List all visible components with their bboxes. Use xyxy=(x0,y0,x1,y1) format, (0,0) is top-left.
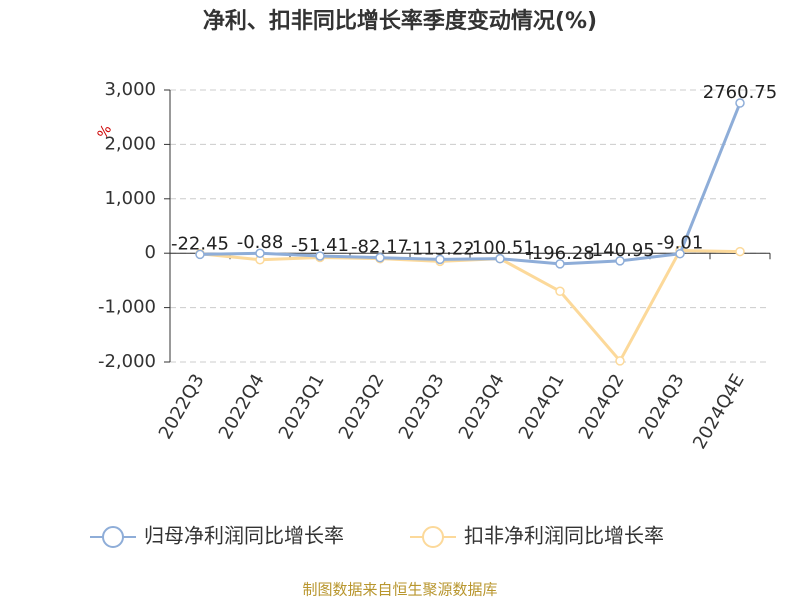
data-label: -196.28 xyxy=(525,243,594,264)
x-tick-label: 2024Q3 xyxy=(635,371,689,443)
data-point xyxy=(615,256,625,266)
data-point xyxy=(615,356,625,366)
data-label: -140.95 xyxy=(585,240,654,261)
data-label: -0.88 xyxy=(237,232,284,253)
data-label: -113.22 xyxy=(405,238,474,259)
data-label: -9.01 xyxy=(657,233,704,254)
y-tick-label: 3,000 xyxy=(104,79,156,100)
legend-marker xyxy=(102,526,124,548)
y-tick-label: 1,000 xyxy=(104,188,156,209)
data-point xyxy=(375,252,385,263)
x-tick-label: 2022Q4 xyxy=(215,371,269,443)
x-tick-label: 2023Q3 xyxy=(395,371,449,443)
data-label: -82.17 xyxy=(351,237,409,258)
data-point xyxy=(435,254,445,265)
legend-label: 归母净利润同比增长率 xyxy=(144,524,344,548)
x-tick-label: 2024Q2 xyxy=(575,371,629,443)
data-point xyxy=(675,248,685,259)
x-tick-label: 2023Q4 xyxy=(455,371,509,443)
data-label: -51.41 xyxy=(291,235,349,256)
series-line xyxy=(199,248,741,364)
legend-label: 扣非净利润同比增长率 xyxy=(464,524,664,548)
chart-title: 净利、扣非同比增长率季度变动情况(%) xyxy=(203,8,597,34)
data-point xyxy=(255,248,265,258)
x-tick-label: 2024Q4E xyxy=(689,371,749,453)
data-label: -100.51 xyxy=(465,238,534,259)
legend-marker xyxy=(422,526,444,548)
y-tick-label: -1,000 xyxy=(98,297,156,318)
y-tick-label: 0 xyxy=(145,242,156,263)
series-line xyxy=(199,102,742,266)
y-tick-label: 2,000 xyxy=(104,133,156,154)
data-point xyxy=(315,251,325,261)
x-tick-label: 2023Q2 xyxy=(335,371,389,443)
x-tick-label: 2024Q1 xyxy=(515,371,569,443)
y-tick-label: -2,000 xyxy=(98,351,156,372)
data-point xyxy=(495,253,505,264)
data-point xyxy=(555,259,565,269)
x-tick-label: 2023Q1 xyxy=(275,371,329,443)
data-label: 2760.75 xyxy=(703,82,777,103)
data-point xyxy=(735,246,745,257)
data-point xyxy=(555,286,565,297)
data-label: -22.45 xyxy=(171,233,229,254)
x-tick-label: 2022Q3 xyxy=(155,371,209,443)
data-point xyxy=(195,249,205,260)
source-note: 制图数据来自恒生聚源数据库 xyxy=(302,581,497,599)
data-point xyxy=(735,98,745,108)
